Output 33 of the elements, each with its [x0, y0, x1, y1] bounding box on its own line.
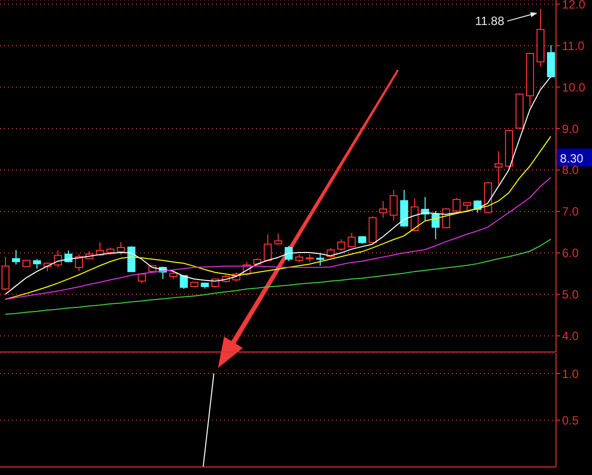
candlestick	[116, 242, 125, 256]
candlestick	[32, 258, 41, 270]
y-tick-label: 4.0	[562, 329, 580, 344]
candlestick	[390, 189, 398, 222]
candlestick	[410, 198, 419, 232]
candlestick	[180, 274, 188, 290]
y-tick-label: 7.0	[562, 204, 580, 219]
candlestick	[348, 232, 356, 248]
candlestick	[379, 200, 388, 218]
candlestick	[337, 238, 346, 252]
candlestick	[54, 250, 62, 268]
y-tick-label: 1.0	[562, 366, 580, 381]
candlestick	[452, 197, 461, 212]
y-tick-label: 11.0	[562, 38, 585, 53]
candlestick	[432, 210, 440, 240]
y-tick-label: 0.5	[562, 414, 580, 428]
ref-line-label: 8.30	[560, 152, 584, 166]
y-tick-label: 5.0	[562, 288, 580, 302]
candlestick	[74, 254, 83, 272]
y-tick-label: 6.0	[562, 246, 580, 260]
line-series	[4, 238, 552, 315]
annotation: 11.88	[475, 14, 505, 28]
y-tick-label: 10.0	[562, 80, 586, 94]
line-series	[4, 176, 552, 300]
candlestick	[284, 245, 293, 262]
candlestick	[264, 234, 272, 262]
candlestick	[12, 250, 20, 266]
y-tick-label: 8.0	[562, 163, 580, 178]
candlestick	[316, 254, 324, 266]
line-series	[4, 136, 552, 300]
candlestick	[494, 150, 503, 185]
y-tick-label: 12.0	[562, 0, 586, 12]
y-tick-label: 9.0	[562, 122, 580, 136]
